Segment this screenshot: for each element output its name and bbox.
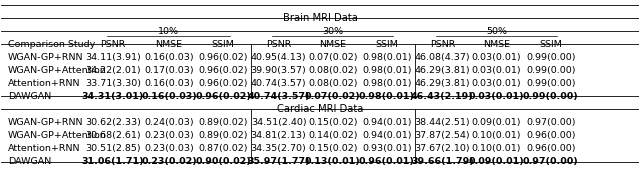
Text: 38.44(2.51): 38.44(2.51) <box>415 118 470 127</box>
Text: 0.10(0.01): 0.10(0.01) <box>472 144 521 153</box>
Text: Comparison Study: Comparison Study <box>8 40 95 49</box>
Text: 0.96(0.01): 0.96(0.01) <box>359 157 415 166</box>
Text: 0.03(0.01): 0.03(0.01) <box>472 66 522 75</box>
Text: 46.29(3.81): 46.29(3.81) <box>415 79 470 88</box>
Text: 46.43(2.19): 46.43(2.19) <box>411 92 474 101</box>
Text: 0.23(0.03): 0.23(0.03) <box>144 144 194 153</box>
Text: 0.97(0.00): 0.97(0.00) <box>526 118 575 127</box>
Text: 0.03(0.01): 0.03(0.01) <box>468 92 524 101</box>
Text: 0.99(0.00): 0.99(0.00) <box>526 66 575 75</box>
Text: 0.90(0.02): 0.90(0.02) <box>195 157 251 166</box>
Text: WGAN-GP+RNN: WGAN-GP+RNN <box>8 53 83 62</box>
Text: 0.09(0.01): 0.09(0.01) <box>472 118 521 127</box>
Text: PSNR: PSNR <box>429 40 455 49</box>
Text: 33.71(3.30): 33.71(3.30) <box>85 79 141 88</box>
Text: Brain MRI Data: Brain MRI Data <box>283 13 357 23</box>
Text: WGAN-GP+Attention: WGAN-GP+Attention <box>8 131 106 140</box>
Text: 39.66(1.79): 39.66(1.79) <box>411 157 474 166</box>
Text: 37.67(2.10): 37.67(2.10) <box>415 144 470 153</box>
Text: 0.96(0.00): 0.96(0.00) <box>526 131 575 140</box>
Text: 0.99(0.00): 0.99(0.00) <box>526 79 575 88</box>
Text: 0.09(0.01): 0.09(0.01) <box>468 157 524 166</box>
Text: SSIM: SSIM <box>540 40 562 49</box>
Text: 0.15(0.02): 0.15(0.02) <box>308 118 358 127</box>
Text: Attention+RNN: Attention+RNN <box>8 144 80 153</box>
Text: 0.94(0.01): 0.94(0.01) <box>362 131 412 140</box>
Text: 46.29(3.81): 46.29(3.81) <box>415 66 470 75</box>
Text: 0.97(0.00): 0.97(0.00) <box>523 157 579 166</box>
Text: 0.99(0.00): 0.99(0.00) <box>526 53 575 62</box>
Text: 35.97(1.77): 35.97(1.77) <box>247 157 310 166</box>
Text: 0.98(0.01): 0.98(0.01) <box>362 79 412 88</box>
Text: 0.17(0.03): 0.17(0.03) <box>144 66 194 75</box>
Text: 34.22(2.01): 34.22(2.01) <box>85 66 141 75</box>
Text: 34.51(2.40): 34.51(2.40) <box>251 118 307 127</box>
Text: 0.24(0.03): 0.24(0.03) <box>144 118 194 127</box>
Text: 0.87(0.02): 0.87(0.02) <box>198 144 248 153</box>
Text: 50%: 50% <box>486 27 507 36</box>
Text: 0.07(0.02): 0.07(0.02) <box>305 92 360 101</box>
Text: 30.51(2.85): 30.51(2.85) <box>85 144 141 153</box>
Text: WGAN-GP+RNN: WGAN-GP+RNN <box>8 118 83 127</box>
Text: 39.90(3.57): 39.90(3.57) <box>251 66 307 75</box>
Text: 30.62(2.33): 30.62(2.33) <box>85 118 141 127</box>
Text: 0.14(0.02): 0.14(0.02) <box>308 131 358 140</box>
Text: PSNR: PSNR <box>266 40 291 49</box>
Text: 0.98(0.01): 0.98(0.01) <box>362 53 412 62</box>
Text: NMSE: NMSE <box>156 40 182 49</box>
Text: WGAN-GP+Attention: WGAN-GP+Attention <box>8 66 106 75</box>
Text: 37.87(2.54): 37.87(2.54) <box>415 131 470 140</box>
Text: 0.07(0.02): 0.07(0.02) <box>308 53 358 62</box>
Text: 0.08(0.02): 0.08(0.02) <box>308 66 358 75</box>
Text: 0.93(0.01): 0.93(0.01) <box>362 144 412 153</box>
Text: 0.96(0.00): 0.96(0.00) <box>526 144 575 153</box>
Text: 0.16(0.03): 0.16(0.03) <box>141 92 197 101</box>
Text: 40.95(4.13): 40.95(4.13) <box>251 53 307 62</box>
Text: 0.99(0.00): 0.99(0.00) <box>523 92 579 101</box>
Text: 34.81(2.13): 34.81(2.13) <box>251 131 307 140</box>
Text: 0.98(0.01): 0.98(0.01) <box>362 66 412 75</box>
Text: 0.03(0.01): 0.03(0.01) <box>472 79 522 88</box>
Text: 0.10(0.01): 0.10(0.01) <box>472 131 521 140</box>
Text: SSIM: SSIM <box>212 40 235 49</box>
Text: 0.16(0.03): 0.16(0.03) <box>144 53 194 62</box>
Text: 0.89(0.02): 0.89(0.02) <box>198 131 248 140</box>
Text: 31.06(1.71): 31.06(1.71) <box>81 157 144 166</box>
Text: PSNR: PSNR <box>100 40 125 49</box>
Text: 30%: 30% <box>322 27 343 36</box>
Text: NMSE: NMSE <box>319 40 346 49</box>
Text: DAWGAN: DAWGAN <box>8 92 51 101</box>
Text: Cardiac MRI Data: Cardiac MRI Data <box>277 104 363 114</box>
Text: 0.96(0.02): 0.96(0.02) <box>198 66 248 75</box>
Text: 40.74(3.57): 40.74(3.57) <box>251 79 307 88</box>
Text: Attention+RNN: Attention+RNN <box>8 79 80 88</box>
Text: 0.96(0.02): 0.96(0.02) <box>198 53 248 62</box>
Text: 0.23(0.03): 0.23(0.03) <box>144 131 194 140</box>
Text: 10%: 10% <box>157 27 179 36</box>
Text: DAWGAN: DAWGAN <box>8 157 51 166</box>
Text: 0.03(0.01): 0.03(0.01) <box>472 53 522 62</box>
Text: 46.08(4.37): 46.08(4.37) <box>415 53 470 62</box>
Text: 34.11(3.91): 34.11(3.91) <box>85 53 141 62</box>
Text: SSIM: SSIM <box>376 40 398 49</box>
Text: 0.15(0.02): 0.15(0.02) <box>308 144 358 153</box>
Text: 0.94(0.01): 0.94(0.01) <box>362 118 412 127</box>
Text: 0.96(0.02): 0.96(0.02) <box>198 79 248 88</box>
Text: 0.96(0.02): 0.96(0.02) <box>195 92 251 101</box>
Text: 0.16(0.03): 0.16(0.03) <box>144 79 194 88</box>
Text: 40.74(3.57): 40.74(3.57) <box>247 92 310 101</box>
Text: 0.13(0.01): 0.13(0.01) <box>305 157 360 166</box>
Text: 0.89(0.02): 0.89(0.02) <box>198 118 248 127</box>
Text: 0.23(0.02): 0.23(0.02) <box>141 157 197 166</box>
Text: NMSE: NMSE <box>483 40 510 49</box>
Text: 34.31(3.01): 34.31(3.01) <box>82 92 144 101</box>
Text: 34.35(2.70): 34.35(2.70) <box>251 144 307 153</box>
Text: 0.08(0.02): 0.08(0.02) <box>308 79 358 88</box>
Text: 30.68(2.61): 30.68(2.61) <box>85 131 141 140</box>
Text: 0.98(0.01): 0.98(0.01) <box>359 92 415 101</box>
